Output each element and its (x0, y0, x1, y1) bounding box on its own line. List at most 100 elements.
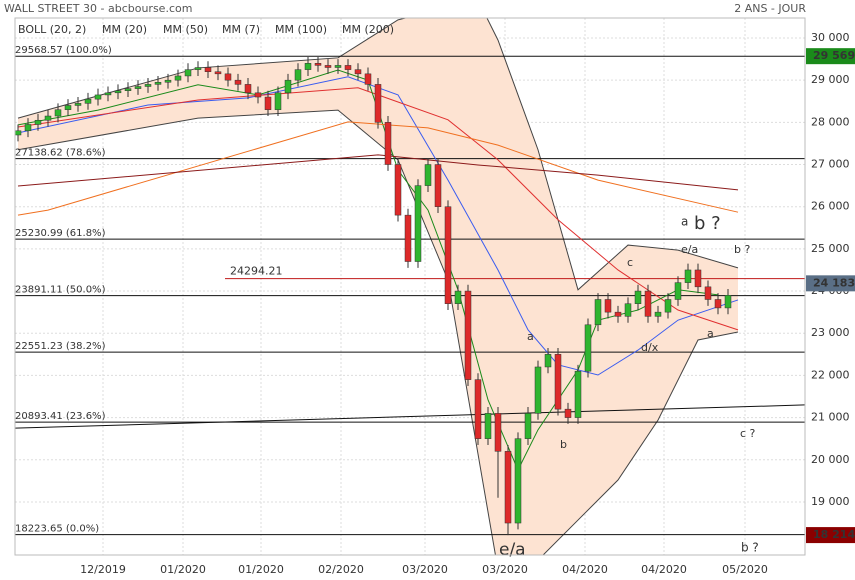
candle-body (614, 311, 622, 317)
candle-body (494, 413, 502, 452)
candle-body (154, 82, 162, 85)
candle-body (654, 311, 662, 317)
candle-body (234, 79, 242, 85)
candle-body (364, 73, 372, 85)
trendline (15, 404, 805, 429)
candle-body (684, 269, 692, 283)
candle-body (164, 79, 172, 83)
legend-entry: MM (200) (342, 23, 394, 36)
candle-body (244, 84, 252, 94)
wave-annotation: b ? (694, 213, 721, 234)
candle-body (224, 73, 232, 81)
moving-average (17, 121, 739, 216)
wave-annotation: b (560, 438, 567, 451)
candle-body (144, 84, 152, 87)
candle-body (104, 92, 112, 96)
bollinger-fill (18, 18, 738, 555)
fib-label: 18223.65 (0.0%) (15, 524, 99, 535)
candle-body (474, 379, 482, 439)
fib-label: 23891.11 (50.0%) (15, 285, 106, 296)
legend-entry: MM (50) (163, 23, 208, 36)
candle-body (184, 69, 192, 77)
candle-body (274, 92, 282, 110)
candle-body (454, 290, 462, 304)
candle-body (634, 290, 642, 304)
candle-body (284, 79, 292, 94)
x-tick-label: 03/2020 (482, 563, 528, 576)
y-tick-label: 21 000 (811, 411, 850, 424)
plot-area (15, 18, 805, 555)
candle-body (724, 295, 732, 309)
wave-annotation: a (707, 327, 714, 340)
y-tick-label: 28 000 (811, 115, 850, 128)
candle-body (534, 366, 542, 414)
candle-body (424, 164, 432, 186)
candle-body (94, 94, 102, 100)
candle-body (444, 206, 452, 304)
candle-body (704, 286, 712, 300)
y-tick-label: 23 000 (811, 326, 850, 339)
wave-annotation: a (681, 215, 688, 229)
candle-body (44, 115, 52, 121)
price-badge-label: 29 569 (813, 49, 855, 62)
y-tick-label: 30 000 (811, 31, 850, 44)
red-level-label: 24294.21 (230, 265, 283, 278)
candle-body (254, 92, 262, 98)
price-badge-label: 18 214 (813, 528, 855, 541)
x-tick-label: 04/2020 (641, 563, 687, 576)
candle-body (314, 63, 322, 66)
candle-body (384, 122, 392, 165)
candle-body (664, 299, 672, 313)
candle-body (714, 299, 722, 309)
candle-body (194, 67, 202, 70)
candle-body (514, 438, 522, 524)
wave-annotation: e/a (499, 540, 526, 560)
legend-entry: BOLL (20, 2) (18, 23, 86, 36)
candle-body (554, 354, 562, 410)
wave-annotation: a (527, 330, 534, 343)
y-tick-label: 22 000 (811, 368, 850, 381)
candle-body (114, 90, 122, 94)
candle-body (214, 71, 222, 75)
candle-body (604, 299, 612, 313)
bollinger-lower (17, 109, 739, 555)
wave-annotation: d/x (641, 341, 659, 354)
y-tick-label: 20 000 (811, 453, 850, 466)
y-tick-label: 29 000 (811, 73, 850, 86)
wave-annotation: c (627, 256, 633, 269)
fib-label: 20893.41 (23.6%) (15, 411, 106, 422)
candle-body (674, 282, 682, 300)
bollinger-upper (17, 18, 739, 291)
candle-body (644, 290, 652, 317)
candle-body (324, 65, 332, 68)
candle-body (64, 105, 72, 110)
candle-body (574, 370, 582, 418)
legend-entry: MM (20) (102, 23, 147, 36)
candle-body (564, 408, 572, 418)
y-tick-label: 25 000 (811, 242, 850, 255)
candle-body (294, 69, 302, 81)
plot-background (14, 17, 806, 556)
price-badge-label: 24 183 (813, 276, 855, 289)
wave-annotation: e/a (681, 243, 698, 256)
x-tick-label: 03/2020 (402, 563, 448, 576)
price-badge (806, 527, 855, 544)
wave-annotation: b ? (734, 243, 750, 256)
candle-body (374, 84, 382, 123)
candle-body (484, 413, 492, 439)
price-badge (806, 275, 855, 292)
candle-body (434, 164, 442, 207)
x-tick-label: 02/2020 (318, 563, 364, 576)
candle-body (34, 119, 42, 125)
candle-body (134, 86, 142, 89)
candle-body (74, 103, 82, 106)
x-tick-label: 01/2020 (238, 563, 284, 576)
candle-body (204, 67, 212, 72)
candle-body (404, 214, 412, 262)
fib-label: 25230.99 (61.8%) (15, 228, 106, 239)
candle-body (464, 290, 472, 380)
candle-body (24, 124, 32, 132)
candle-body (344, 65, 352, 70)
